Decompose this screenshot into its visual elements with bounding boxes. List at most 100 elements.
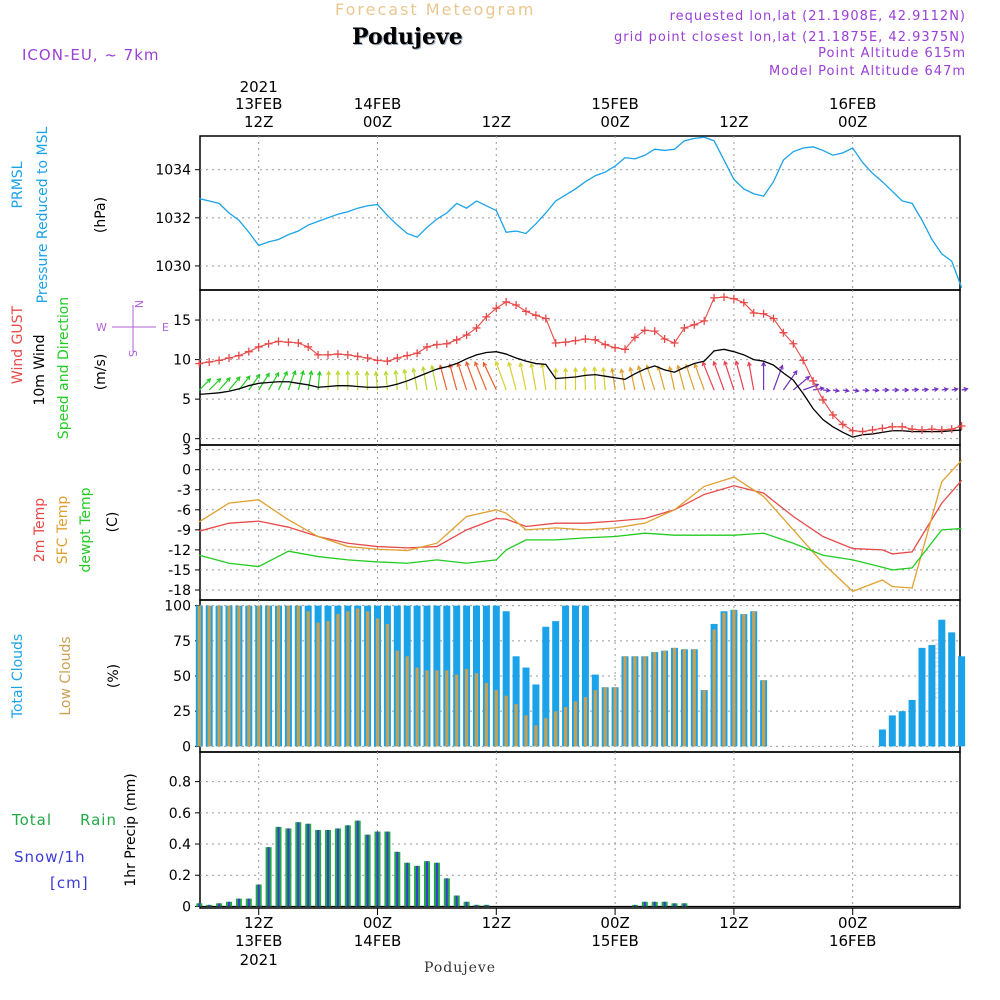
y-tick-label-precip: 0.8 — [169, 775, 191, 791]
wind-arrow — [702, 361, 715, 391]
wind-arrow — [772, 365, 783, 391]
gust-marker — [452, 335, 461, 344]
bottom-hour-label: 00Z — [363, 914, 392, 932]
gust-marker — [650, 327, 659, 336]
wind-arrow-head — [345, 369, 351, 376]
wind-arrow-head — [712, 360, 718, 366]
temp-sfc-line — [198, 459, 963, 593]
gust-marker — [512, 301, 521, 310]
wind-arrow-head — [225, 377, 231, 382]
wind-arrow-head — [308, 370, 314, 376]
bottom-date-label: 15FEB — [591, 932, 638, 950]
precip-bar-inner — [396, 851, 399, 907]
low-cloud-bar — [375, 618, 380, 747]
precip-bar-inner — [247, 898, 250, 907]
gust-marker — [393, 354, 402, 363]
gust-marker — [828, 410, 837, 419]
y-tick-label-temperature: -15 — [168, 563, 191, 579]
total-cloud-bar — [552, 621, 560, 747]
precip-axis-label: 1hr Precip (mm) — [123, 773, 139, 886]
y-tick-label-clouds: 25 — [173, 704, 191, 720]
wind-arrow — [748, 362, 755, 391]
y-tick-label-temperature: -18 — [168, 583, 191, 599]
gust-marker — [353, 352, 362, 361]
low-cloud-bar — [306, 611, 310, 747]
total-cloud-bar — [948, 632, 956, 747]
gust-marker — [403, 351, 412, 360]
wind-arrow — [495, 361, 507, 391]
wind-arrow-head — [601, 366, 606, 372]
low-cloud-bar — [504, 695, 508, 747]
precip-bar-inner — [218, 903, 221, 907]
wind-arrow — [602, 367, 606, 391]
total-clouds-label: Total Clouds — [10, 634, 26, 719]
gust-marker — [769, 314, 778, 323]
panel-frame-precip — [199, 751, 961, 909]
gust-marker — [314, 350, 323, 359]
low-cloud-bar — [326, 621, 330, 747]
low-cloud-bar — [405, 656, 409, 747]
gust-marker — [720, 293, 728, 302]
gust-marker — [670, 338, 679, 347]
y-tick-label-clouds: 50 — [173, 669, 191, 685]
gust-marker — [462, 331, 471, 340]
gust-marker — [789, 339, 798, 348]
wind-arrow — [541, 363, 547, 391]
total-cloud-bar — [532, 684, 540, 747]
total-cloud-bar — [938, 619, 946, 747]
wind-arrow-head — [628, 366, 634, 372]
top-date-label: 14FEB — [354, 95, 401, 113]
low-clouds-label: Low Clouds — [58, 636, 74, 715]
y-tick-label-temperature: -9 — [177, 523, 191, 539]
gust-marker — [502, 297, 511, 306]
gust-marker — [601, 340, 610, 349]
point-altitude: Point Altitude 615m — [818, 46, 966, 61]
precip-bar-inner — [208, 904, 211, 907]
wind-arrow-head — [582, 366, 588, 372]
precip-bar-inner — [633, 904, 636, 907]
top-hour-label: 12Z — [244, 113, 273, 131]
low-cloud-bar — [227, 605, 231, 747]
low-cloud-bar — [257, 605, 261, 747]
gust-marker — [333, 350, 342, 359]
bottom-hour-label: 00Z — [838, 914, 867, 932]
wind-speed-direction-label: Speed and Direction — [56, 297, 72, 439]
wind-arrow — [530, 363, 537, 391]
top-hour-label: 12Z — [482, 113, 511, 131]
low-cloud-bar — [425, 670, 429, 747]
y-tick-label-temperature: -6 — [177, 503, 191, 519]
precip-bar-inner — [406, 862, 409, 907]
wind-arrow — [611, 368, 616, 391]
gust-marker — [284, 338, 293, 347]
compass-n-label: N — [132, 300, 145, 308]
wind-arrow — [713, 361, 725, 391]
gust-marker — [581, 335, 590, 344]
total-cloud-bar — [502, 611, 510, 747]
gust-marker — [492, 304, 501, 313]
total-cloud-bar — [888, 715, 896, 747]
low-cloud-bar — [593, 690, 597, 747]
y-tick-label-pressure: 1034 — [155, 163, 191, 179]
precip-bar-inner — [475, 904, 478, 907]
precip-bar-inner — [267, 847, 270, 907]
wind-arrow — [646, 365, 656, 391]
location-title: Podujeve — [352, 24, 463, 50]
wind-arrow — [782, 370, 798, 391]
gust-marker — [927, 425, 936, 434]
low-cloud-bar — [267, 605, 271, 747]
gust-marker — [442, 339, 451, 348]
gust-marker — [373, 356, 382, 365]
bottom-date-label: 13FEB — [235, 932, 282, 950]
bottom-hour-label: 12Z — [719, 914, 748, 932]
y-tick-label-pressure: 1032 — [155, 211, 191, 227]
wind-arrow-head — [864, 387, 870, 393]
gust-marker — [759, 309, 768, 318]
wind-arrow-head — [216, 377, 222, 383]
gust-marker — [680, 323, 689, 332]
wind-arrow-head — [383, 370, 389, 376]
precip-bar-inner — [465, 901, 468, 907]
requested-coords: requested lon,lat (21.1908E, 42.9112N) — [669, 9, 966, 24]
wind-arrow — [287, 370, 296, 391]
gust-marker — [304, 342, 313, 351]
